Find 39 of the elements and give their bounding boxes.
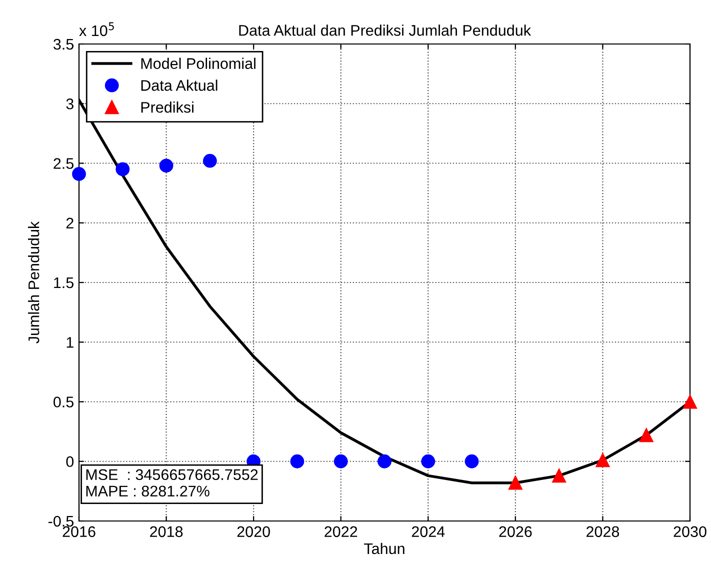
x-tick-label: 2016 — [62, 526, 96, 538]
legend-label: Data Aktual — [141, 80, 218, 91]
y-axis-title: Jumlah Penduduk — [28, 221, 40, 344]
x-tick-label: 2018 — [150, 526, 183, 538]
y-tick-label: 0 — [66, 456, 74, 468]
point — [378, 454, 392, 468]
x-tick-label: 2024 — [412, 526, 445, 538]
y-tick-label: -0.5 — [48, 516, 74, 527]
point — [508, 476, 522, 490]
annotation: MSE : 3456657665.7552 MAPE : 8281.27% — [86, 469, 258, 497]
text: x 10$^{5}$ — [79, 22, 114, 36]
point — [202, 154, 217, 168]
chart-title: Data Aktual dan Prediksi Jumlah Penduduk — [239, 24, 532, 36]
x-tick-label: 2022 — [324, 526, 358, 538]
point — [116, 162, 130, 176]
y-tick-label: 1 — [66, 337, 74, 348]
x-tick-label: 2028 — [586, 526, 620, 538]
x-tick-label: 2020 — [237, 526, 270, 538]
point — [596, 453, 610, 468]
point — [290, 454, 304, 468]
point — [639, 428, 654, 442]
y-tick-label: 0.5 — [54, 396, 74, 408]
point — [464, 454, 479, 468]
y-tick-label: 2.5 — [54, 158, 74, 169]
legend-label: Model Polinomial — [141, 58, 256, 69]
y-tick-label: 3 — [66, 98, 74, 110]
point — [683, 394, 697, 409]
x-tick-label: 2030 — [674, 526, 706, 538]
point — [334, 454, 348, 468]
point — [421, 454, 436, 468]
y-tick-label: 1.5 — [54, 278, 74, 288]
x-axis-title: Tahun — [364, 542, 404, 554]
legend-label: Prediksi — [141, 102, 194, 113]
y-tick-label: 3.5 — [53, 38, 74, 50]
point — [72, 167, 86, 181]
point — [159, 158, 174, 173]
y-tick-label: 2 — [66, 218, 74, 228]
point — [552, 468, 566, 483]
x-tick-label: 2026 — [499, 526, 532, 538]
